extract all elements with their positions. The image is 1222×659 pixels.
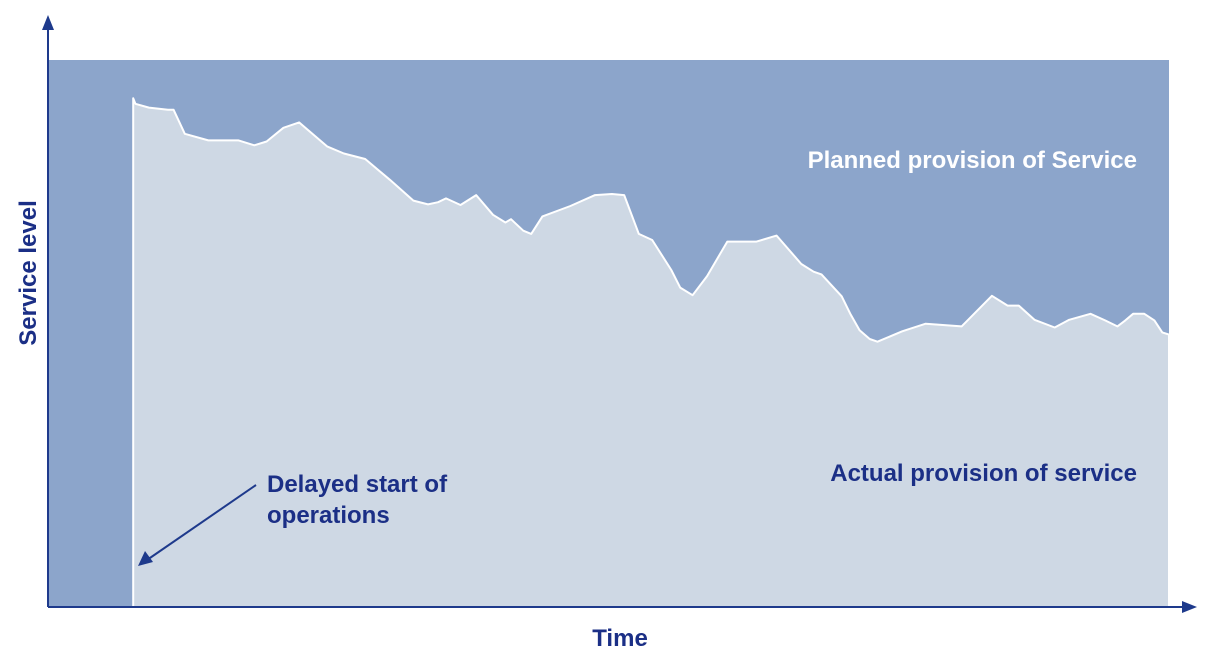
- actual-provision-line: [132, 97, 1170, 607]
- annotation-arrowhead: [138, 551, 153, 566]
- y-axis-label: Service level: [15, 200, 42, 345]
- x-axis-label: Time: [592, 625, 648, 652]
- annotation-delayed-start-line2: operations: [267, 502, 390, 529]
- annotation-delayed-start-line1: Delayed start of: [267, 471, 448, 498]
- y-axis-arrowhead: [42, 15, 54, 30]
- actual-provision-area: [133, 98, 1170, 608]
- actual-series-label: Actual provision of service: [830, 460, 1137, 487]
- annotation-arrow: [146, 484, 257, 561]
- planned-series-label: Planned provision of Service: [808, 147, 1137, 174]
- x-axis-arrowhead: [1182, 601, 1197, 613]
